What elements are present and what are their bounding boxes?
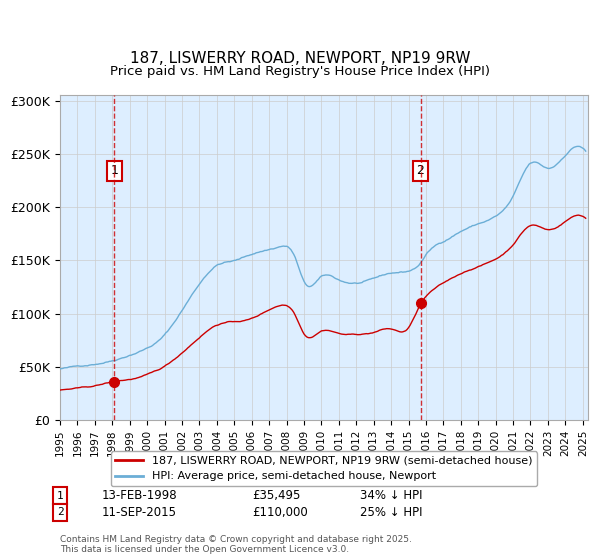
- Text: £35,495: £35,495: [252, 489, 301, 502]
- Text: Price paid vs. HM Land Registry's House Price Index (HPI): Price paid vs. HM Land Registry's House …: [110, 65, 490, 78]
- Text: 1: 1: [56, 491, 64, 501]
- Text: 11-SEP-2015: 11-SEP-2015: [102, 506, 177, 519]
- Legend: 187, LISWERRY ROAD, NEWPORT, NP19 9RW (semi-detached house), HPI: Average price,: 187, LISWERRY ROAD, NEWPORT, NP19 9RW (s…: [111, 451, 537, 486]
- Text: Contains HM Land Registry data © Crown copyright and database right 2025.
This d: Contains HM Land Registry data © Crown c…: [60, 535, 412, 554]
- Text: 187, LISWERRY ROAD, NEWPORT, NP19 9RW: 187, LISWERRY ROAD, NEWPORT, NP19 9RW: [130, 52, 470, 66]
- Text: 25% ↓ HPI: 25% ↓ HPI: [360, 506, 422, 519]
- Text: 34% ↓ HPI: 34% ↓ HPI: [360, 489, 422, 502]
- Text: 2: 2: [56, 507, 64, 517]
- Text: 13-FEB-1998: 13-FEB-1998: [102, 489, 178, 502]
- Text: 1: 1: [110, 164, 118, 178]
- Text: 2: 2: [416, 164, 424, 178]
- Text: £110,000: £110,000: [252, 506, 308, 519]
